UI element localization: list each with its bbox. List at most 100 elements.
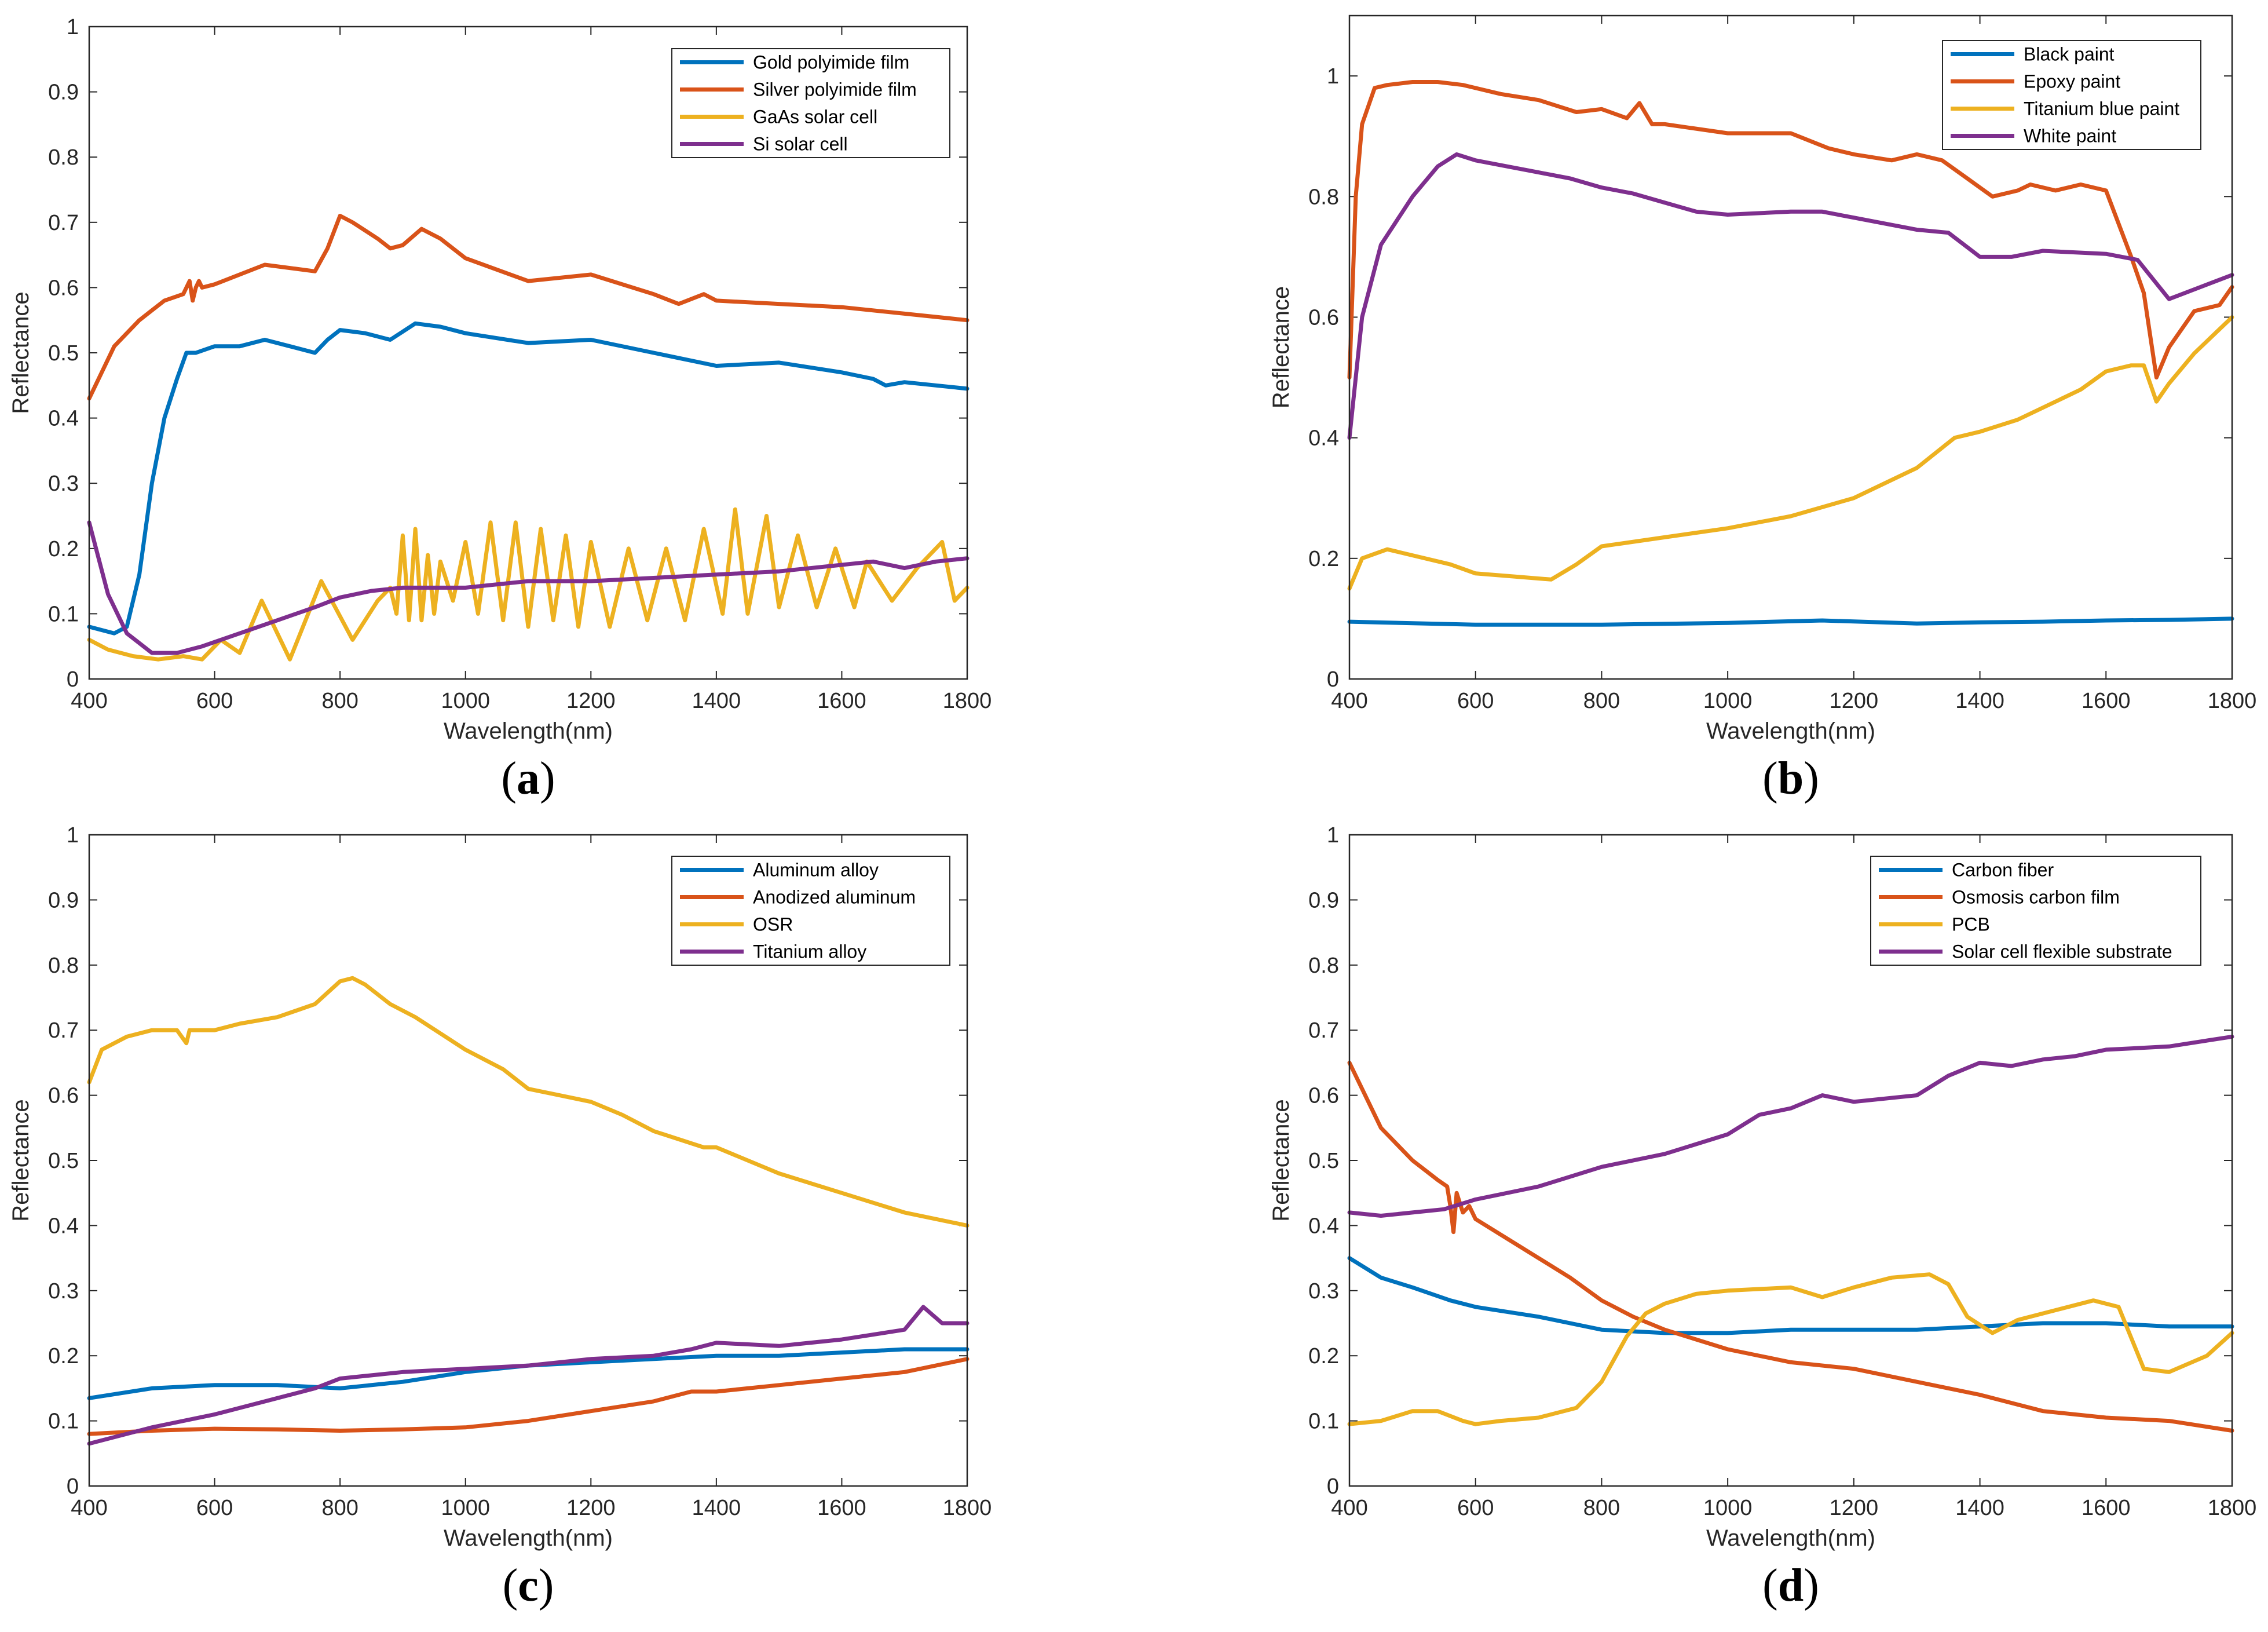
- legend-label: White paint: [2024, 126, 2116, 147]
- x-axis-label: Wavelength(nm): [1706, 718, 1875, 744]
- x-tick-label: 800: [1583, 1496, 1620, 1520]
- x-tick-label: 400: [1331, 689, 1367, 713]
- y-tick-label: 0.3: [48, 1279, 79, 1304]
- x-tick-label: 1600: [2082, 689, 2131, 713]
- x-tick-label: 1800: [2208, 689, 2257, 713]
- y-axis-label: Reflectance: [8, 291, 34, 414]
- legend-label: Epoxy paint: [2024, 71, 2120, 92]
- panel-label: (d): [1762, 1560, 1819, 1611]
- legend-label: PCB: [1952, 914, 1990, 935]
- series-line: [1347, 152, 2234, 440]
- panel-label: (a): [501, 753, 555, 804]
- x-tick-label: 1000: [1703, 689, 1753, 713]
- y-tick-label: 0.5: [1308, 1149, 1339, 1173]
- x-tick-label: 800: [1583, 689, 1620, 713]
- y-tick-label: 0.2: [48, 537, 79, 561]
- y-tick-label: 1: [1327, 64, 1339, 89]
- panel-b: 400 600 800 1000 1200 1400 1600 1800 0 0.2 0.4 0.6 0…: [1134, 0, 2268, 816]
- legend-label: Silver polyimide film: [753, 79, 917, 100]
- legend-label: OSR: [753, 914, 793, 935]
- y-tick-label: 0.6: [48, 276, 79, 300]
- x-tick-label: 400: [71, 689, 107, 713]
- x-tick-label: 1600: [817, 689, 866, 713]
- series-line: [87, 520, 970, 655]
- y-tick-label: 0.5: [48, 1149, 79, 1173]
- x-axis-label: Wavelength(nm): [1706, 1525, 1875, 1551]
- panel-c: 400 600 800 1000 1200 1400 1600 1800 0 0.1 0.2 0.3 0…: [0, 816, 1134, 1631]
- y-tick-label: 1: [1327, 823, 1339, 848]
- x-tick-label: 600: [1457, 1496, 1494, 1520]
- series-line: [87, 214, 970, 401]
- y-tick-label: 0.9: [48, 81, 79, 105]
- x-tick-label: 1600: [2082, 1496, 2131, 1520]
- legend-box: [1870, 856, 2201, 966]
- legend-label: Black paint: [2024, 44, 2115, 65]
- y-tick-label: 0.4: [48, 407, 79, 431]
- x-tick-label: 1000: [441, 1496, 490, 1520]
- legend-box: [671, 856, 950, 966]
- legend-box: [671, 48, 950, 158]
- y-axis-label: Reflectance: [8, 1099, 34, 1221]
- chart-b: 400 600 800 1000 1200 1400 1600 1800 0 0.2 0.4 0.6 0…: [1268, 14, 2257, 804]
- legend-label: Solar cell flexible substrate: [1952, 941, 2172, 962]
- x-tick-label: 600: [196, 1496, 233, 1520]
- y-tick-label: 0.4: [1308, 426, 1339, 451]
- axes-frame: [1348, 834, 2233, 1487]
- axes-frame: [88, 834, 968, 1487]
- y-tick-label: 0.3: [1308, 1279, 1339, 1304]
- y-tick-label: 0: [67, 1474, 79, 1499]
- panel-d: 400 600 800 1000 1200 1400 1600 1800 0 0.1 0.2 0.3 0…: [1134, 816, 2268, 1631]
- x-tick-label: 1600: [817, 1496, 866, 1520]
- panel-label: (c): [503, 1560, 554, 1611]
- x-tick-label: 400: [71, 1496, 107, 1520]
- x-tick-label: 800: [321, 689, 358, 713]
- x-tick-label: 1200: [1830, 689, 1879, 713]
- axes-frame: [88, 25, 968, 680]
- legend-box: [1942, 40, 2201, 150]
- legend-label: Titanium alloy: [753, 941, 866, 962]
- x-tick-label: 1200: [566, 689, 616, 713]
- y-tick-label: 0: [67, 667, 79, 692]
- x-tick-label: 400: [1331, 1496, 1367, 1520]
- y-tick-label: 0.7: [48, 1018, 79, 1043]
- chart-a: 400 600 800 1000 1200 1400 1600 1800 0 0.1 0.2 0.3 0…: [8, 15, 992, 804]
- y-tick-label: 0.8: [48, 145, 79, 170]
- legend-label: Aluminum alloy: [753, 860, 879, 881]
- x-axis-label: Wavelength(nm): [444, 1525, 613, 1551]
- y-tick-label: 0: [1327, 1474, 1339, 1499]
- x-tick-label: 1200: [1830, 1496, 1879, 1520]
- series-line: [87, 1305, 970, 1446]
- x-tick-label: 1400: [692, 689, 741, 713]
- x-tick-label: 1200: [566, 1496, 616, 1520]
- y-tick-label: 0.4: [1308, 1214, 1339, 1238]
- y-tick-label: 0.9: [1308, 888, 1339, 912]
- y-axis-label: Reflectance: [1268, 286, 1294, 408]
- series-line: [1347, 1060, 2234, 1433]
- series-line: [87, 976, 970, 1228]
- chart-d: 400 600 800 1000 1200 1400 1600 1800 0 0.1 0.2 0.3 0…: [1268, 823, 2257, 1611]
- series-line: [87, 507, 970, 662]
- y-tick-label: 0.6: [1308, 305, 1339, 330]
- y-tick-label: 0.1: [1308, 1410, 1339, 1434]
- y-tick-label: 0: [1327, 667, 1339, 692]
- x-tick-label: 1800: [943, 689, 992, 713]
- y-tick-label: 0.6: [1308, 1084, 1339, 1108]
- y-tick-label: 0.8: [1308, 954, 1339, 978]
- x-tick-label: 1400: [1955, 1496, 2004, 1520]
- legend-label: Carbon fiber: [1952, 860, 2054, 881]
- x-tick-label: 600: [1457, 689, 1494, 713]
- series-line: [1347, 1256, 2234, 1335]
- series-line: [87, 321, 970, 636]
- legend-label: GaAs solar cell: [753, 107, 877, 127]
- x-tick-label: 1800: [943, 1496, 992, 1520]
- legend-label: Osmosis carbon film: [1952, 887, 2120, 908]
- series-line: [1347, 616, 2234, 627]
- axes-frame: [1348, 14, 2233, 680]
- legend-label: Titanium blue paint: [2024, 98, 2179, 119]
- x-tick-label: 1800: [2208, 1496, 2257, 1520]
- x-tick-label: 1000: [441, 689, 490, 713]
- x-tick-label: 600: [196, 689, 233, 713]
- y-tick-label: 0.1: [48, 1410, 79, 1434]
- y-tick-label: 0.2: [48, 1344, 79, 1368]
- chart-c: 400 600 800 1000 1200 1400 1600 1800 0 0.1 0.2 0.3 0…: [8, 823, 992, 1611]
